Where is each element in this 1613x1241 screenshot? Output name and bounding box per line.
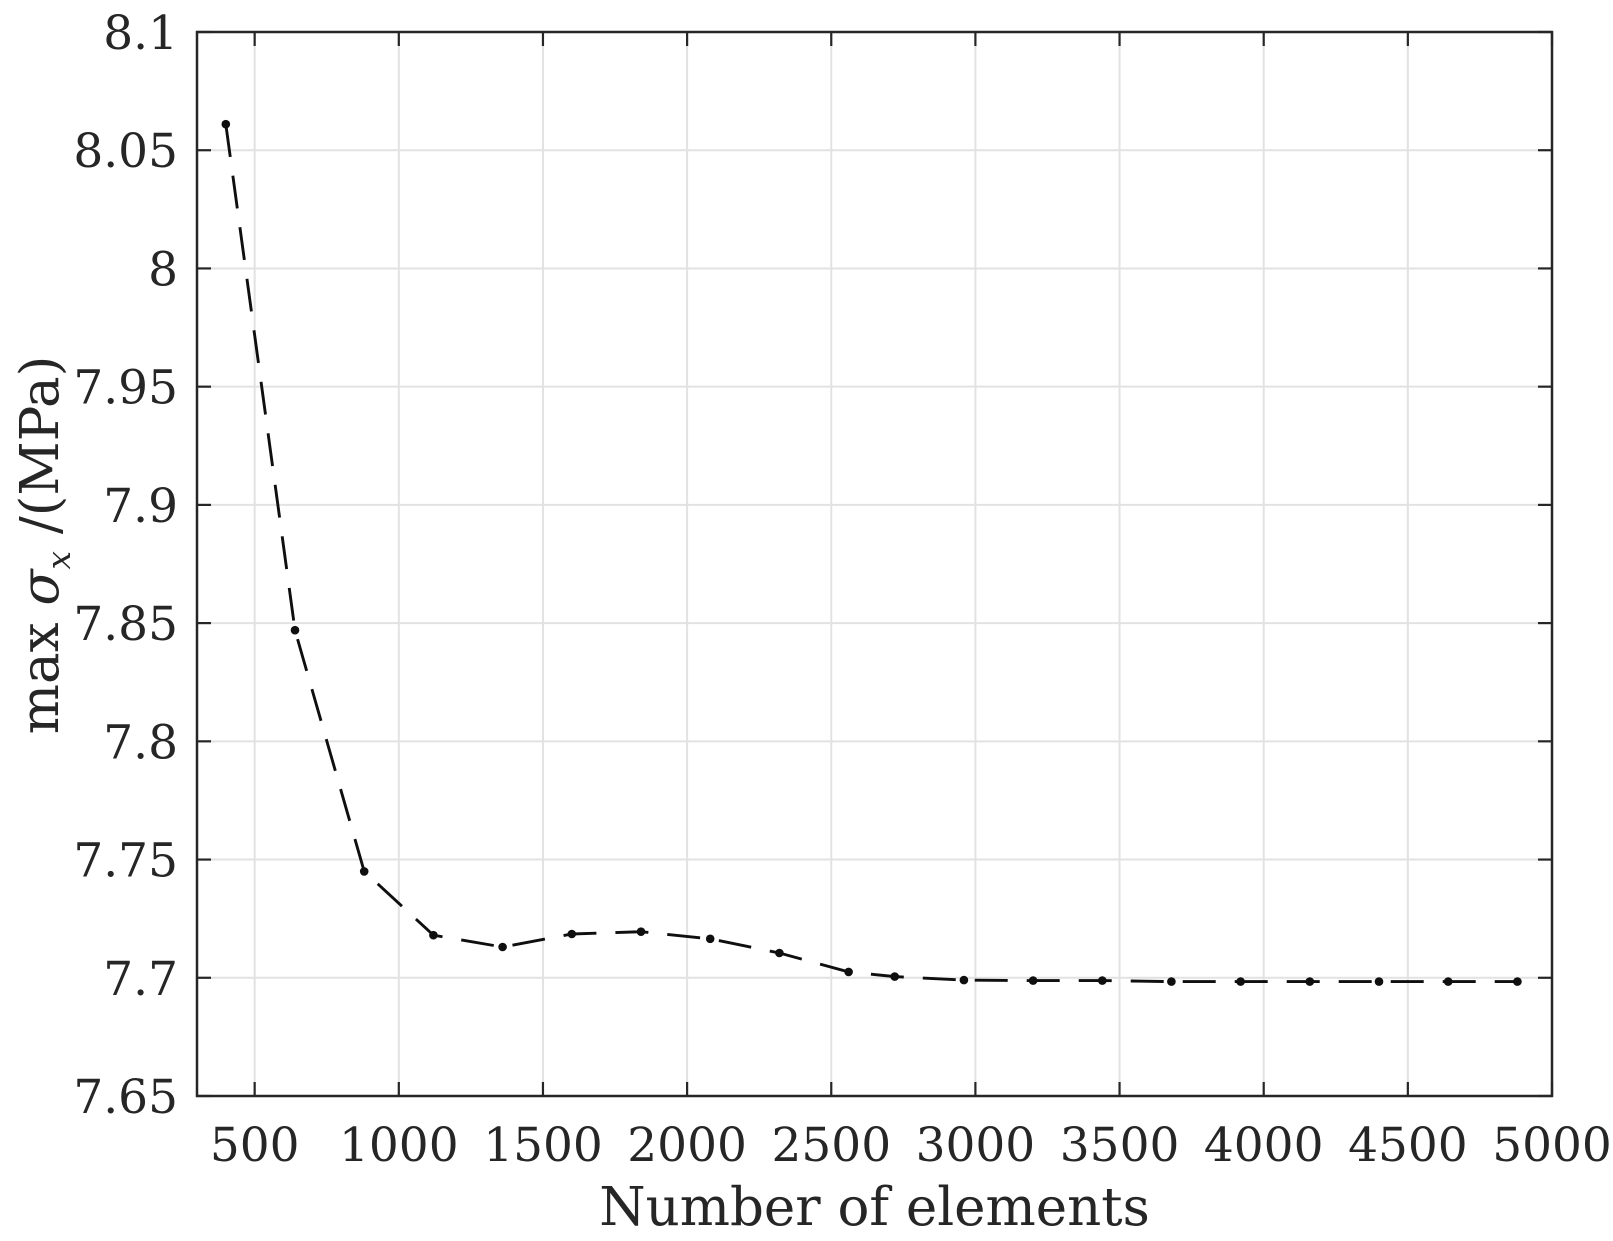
series-line xyxy=(224,124,1518,984)
x-tick-label: 3500 xyxy=(1060,1118,1180,1173)
x-axis-label: Number of elements xyxy=(599,1177,1150,1238)
data-point-marker xyxy=(567,929,577,939)
y-tick-label: 7.95 xyxy=(73,361,178,416)
data-point-marker xyxy=(1443,977,1453,986)
x-tick-label: 500 xyxy=(210,1118,300,1173)
data-point-marker xyxy=(1236,977,1245,986)
data-point-marker xyxy=(959,975,969,985)
data-point-marker xyxy=(844,967,853,977)
data-point-marker xyxy=(359,867,369,876)
data-point-marker xyxy=(705,934,715,944)
grid-layer xyxy=(197,31,1553,1097)
tick-label-layer: 500 1000 1500 2000 2500 3000 3500 4000 4500 5000 7… xyxy=(73,6,1611,1173)
data-point-marker xyxy=(1098,976,1107,985)
y-tick-label: 7.75 xyxy=(73,834,178,889)
y-tick-label: 7.8 xyxy=(103,715,178,770)
x-tick-label: 2500 xyxy=(771,1118,891,1173)
sigma-subscript: x xyxy=(38,550,78,570)
x-tick-label: 1000 xyxy=(339,1118,459,1173)
y-tick-label: 7.7 xyxy=(103,952,178,1007)
x-tick-label: 4500 xyxy=(1348,1118,1468,1173)
data-point-marker xyxy=(1305,977,1315,986)
data-point-marker xyxy=(890,972,899,981)
data-point-marker xyxy=(636,927,646,936)
x-tick-label: 3000 xyxy=(916,1118,1036,1173)
data-point-marker xyxy=(221,119,231,129)
axis-layer xyxy=(195,30,1554,1098)
y-axis-label-max: max xyxy=(10,605,72,735)
sigma-symbol: σ xyxy=(10,569,72,606)
y-tick-label: 7.65 xyxy=(73,1070,178,1125)
x-tick-label: 4000 xyxy=(1204,1118,1324,1173)
y-tick-label: 8 xyxy=(148,242,178,297)
data-series xyxy=(221,119,1522,986)
data-point-marker xyxy=(1513,977,1522,986)
y-axis-label-units: /(MPa) xyxy=(10,355,72,551)
y-tick-label: 7.9 xyxy=(103,479,178,534)
data-point-marker xyxy=(775,948,784,958)
data-point-marker xyxy=(1028,976,1038,985)
axes-box xyxy=(195,30,1554,1098)
data-point-marker xyxy=(429,930,438,940)
y-axis-label: max σx /(MPa) xyxy=(10,356,78,735)
data-point-marker xyxy=(498,942,507,952)
y-tick-label: 8.05 xyxy=(73,124,178,179)
data-point-marker xyxy=(1374,977,1384,986)
x-tick-label: 2000 xyxy=(627,1118,747,1173)
y-tick-label: 8.1 xyxy=(103,6,178,61)
x-tick-label: 1500 xyxy=(483,1118,603,1173)
x-tick-label: 5000 xyxy=(1492,1118,1612,1173)
data-point-marker xyxy=(1167,977,1176,986)
y-tick-label: 7.85 xyxy=(73,597,178,652)
data-point-marker xyxy=(290,625,300,635)
